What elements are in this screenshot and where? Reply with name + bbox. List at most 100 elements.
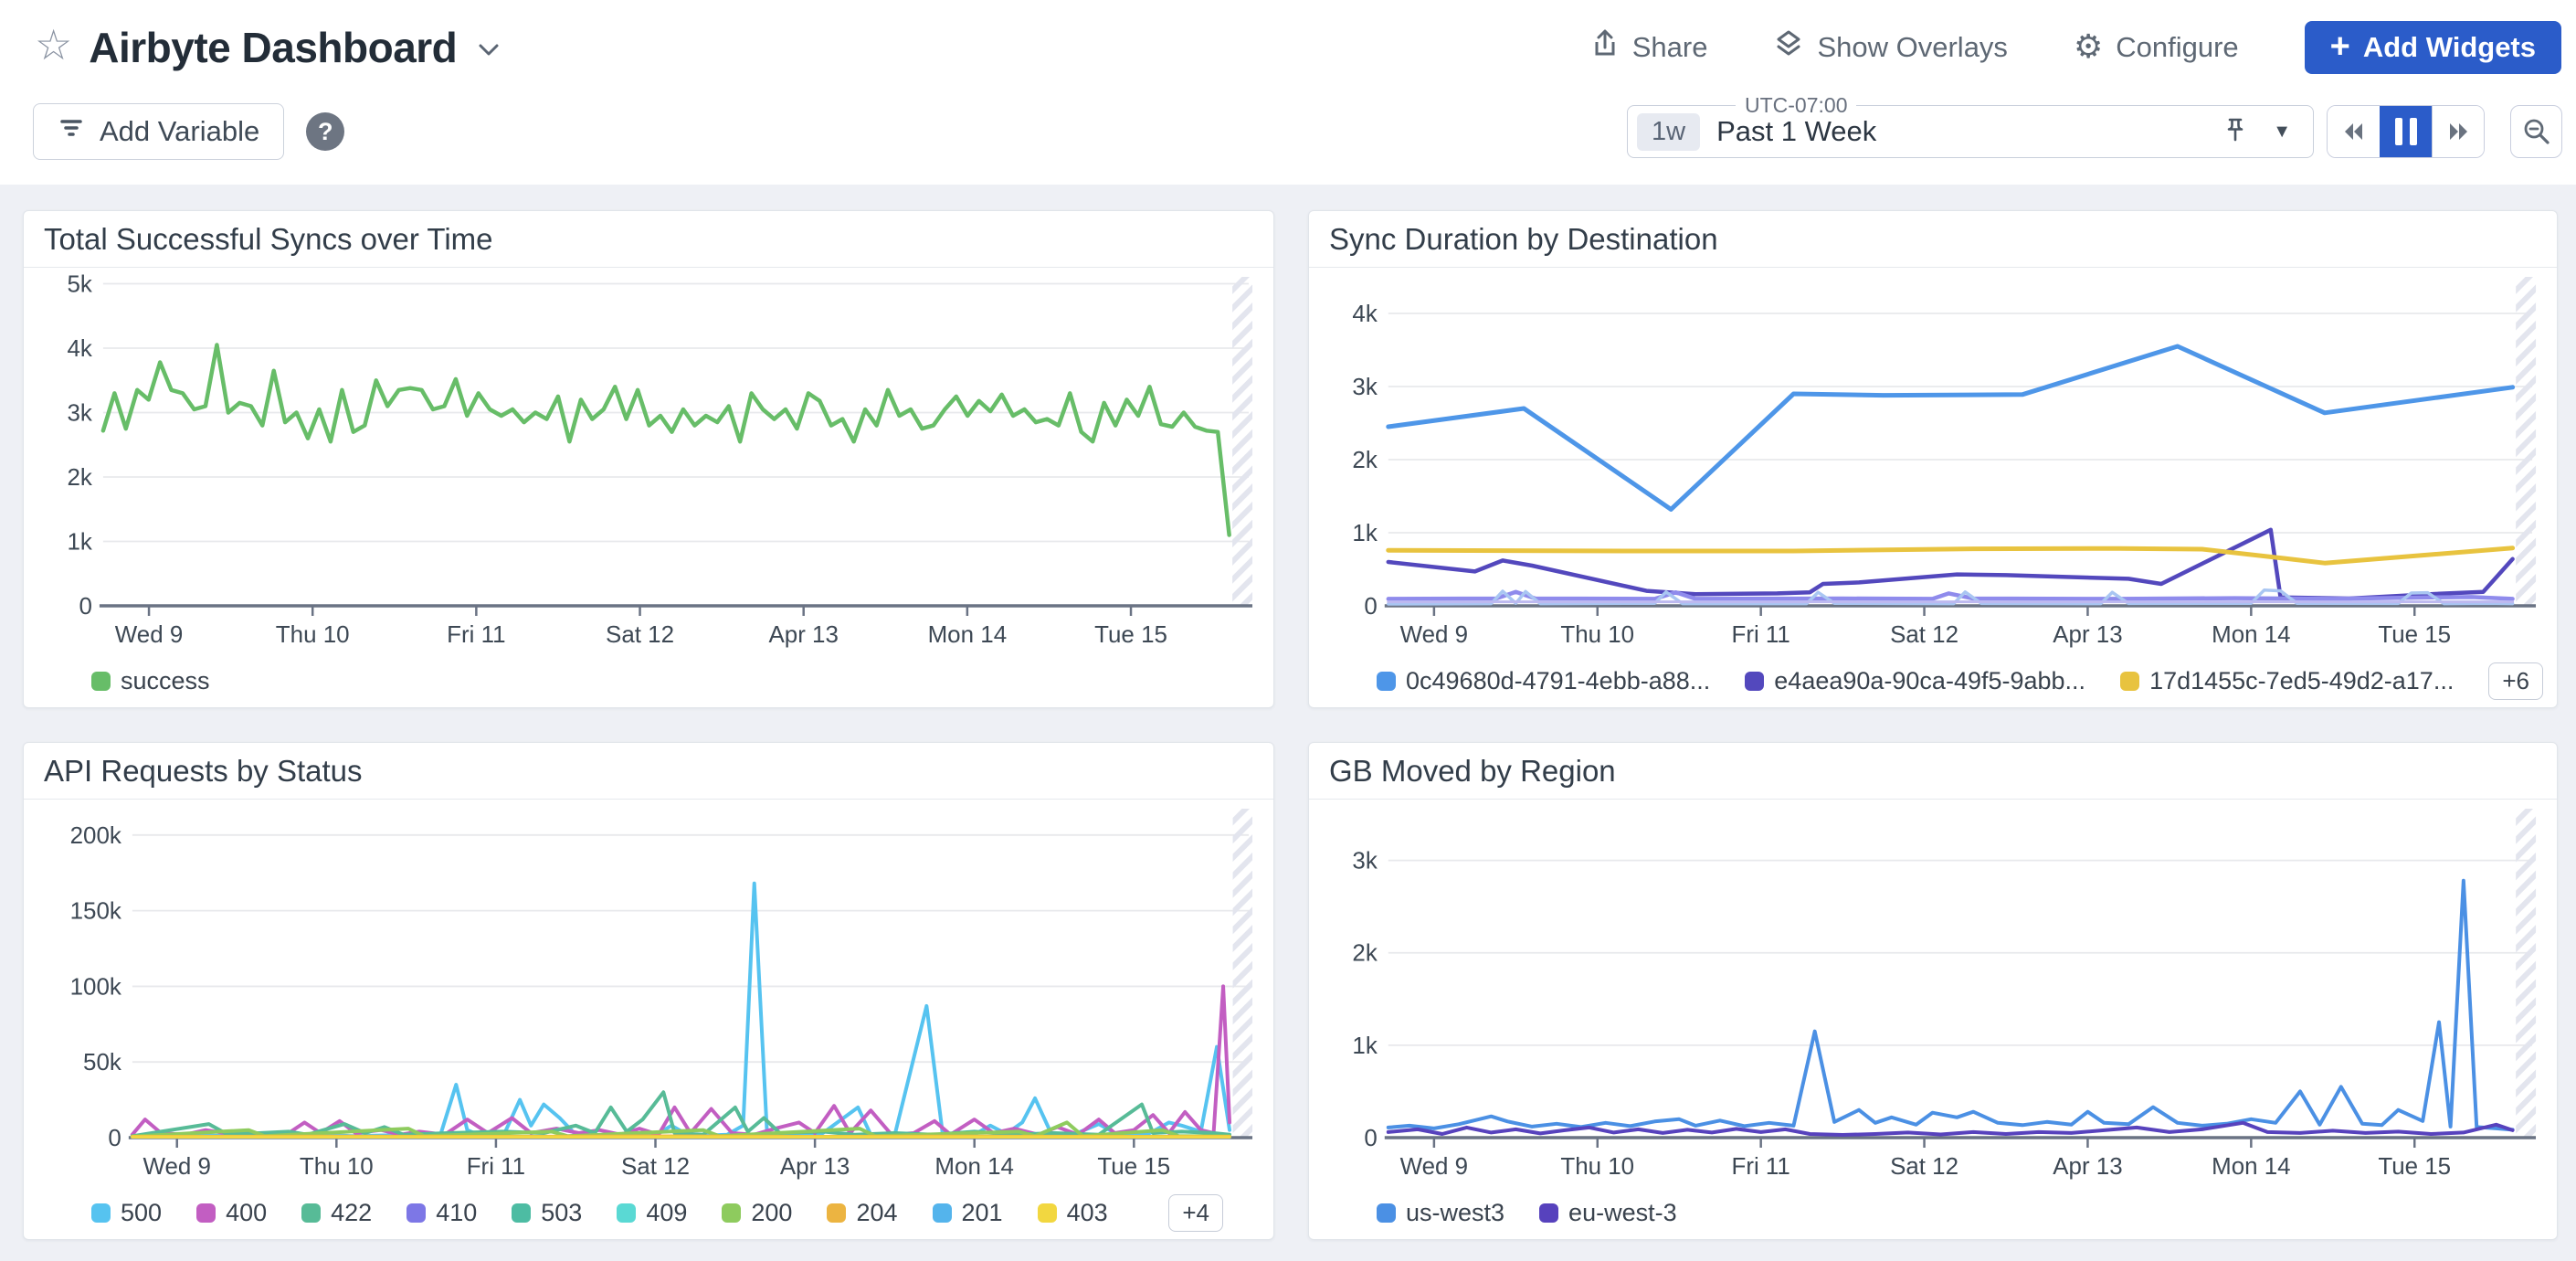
legend-swatch [406, 1203, 426, 1223]
x-axis-label: Apr 13 [2053, 1152, 2122, 1180]
legend-item[interactable]: 400 [196, 1199, 267, 1227]
legend-swatch [91, 672, 111, 691]
x-axis-label: Wed 9 [1400, 620, 1468, 648]
y-axis-label: 3k [67, 398, 92, 426]
x-axis-label: Fri 11 [447, 620, 505, 648]
legend-item[interactable]: 410 [406, 1199, 477, 1227]
time-backward-button[interactable] [2328, 106, 2380, 157]
widget-gb-moved: GB Moved by Region 01k2k3kWed 9Thu 10Fri… [1308, 742, 2558, 1240]
legend-swatch [1038, 1203, 1057, 1223]
overlays-icon [1773, 28, 1804, 67]
y-axis-label: 2k [1352, 446, 1378, 473]
y-axis-label: 2k [67, 463, 92, 491]
pause-button[interactable] [2380, 106, 2432, 157]
legend-item[interactable]: 503 [512, 1199, 582, 1227]
future-region [2516, 809, 2536, 1138]
add-widgets-button[interactable]: + Add Widgets [2305, 21, 2561, 74]
x-axis-label: Apr 13 [768, 620, 838, 648]
series-line [103, 345, 1230, 535]
legend-label: 0c49680d-4791-4ebb-a88... [1406, 667, 1710, 695]
legend-swatch [1377, 1203, 1396, 1223]
dropdown-caret-icon[interactable]: ▼ [2273, 122, 2291, 143]
configure-button[interactable]: ⚙ Configure [2074, 31, 2239, 64]
x-axis-label: Tue 15 [1094, 620, 1167, 648]
legend-label: 200 [751, 1199, 792, 1227]
x-axis-label: Sat 12 [1890, 620, 1958, 648]
x-axis-label: Sat 12 [1890, 1152, 1958, 1180]
legend-overflow-badge[interactable]: +4 [1168, 1194, 1223, 1232]
x-axis-label: Thu 10 [300, 1152, 374, 1180]
chart-canvas[interactable]: 01k2k3k4k5kWed 9Thu 10Fri 11Sat 12Apr 13… [37, 271, 1260, 655]
legend-swatch [91, 1203, 111, 1223]
legend-item[interactable]: e4aea90a-90ca-49f5-9abb... [1745, 667, 2085, 695]
x-axis-label: Thu 10 [1560, 1152, 1634, 1180]
y-axis-label: 0 [1364, 592, 1377, 620]
x-axis-label: Wed 9 [143, 1152, 211, 1180]
x-axis-label: Wed 9 [115, 620, 184, 648]
x-axis-label: Apr 13 [2053, 620, 2122, 648]
timezone-label: UTC-07:00 [1736, 93, 1856, 118]
legend-label: 17d1455c-7ed5-49d2-a17... [2149, 667, 2454, 695]
legend-item[interactable]: 409 [617, 1199, 687, 1227]
gear-icon: ⚙ [2074, 31, 2103, 64]
x-axis-label: Sat 12 [621, 1152, 690, 1180]
legend-label: 500 [121, 1199, 162, 1227]
series-line [1388, 592, 2513, 599]
pin-icon[interactable] [2222, 115, 2249, 149]
x-axis-label: Fri 11 [1731, 620, 1789, 648]
help-icon[interactable]: ? [306, 112, 344, 151]
add-variable-button[interactable]: Add Variable [33, 103, 284, 160]
plus-icon: + [2330, 29, 2350, 64]
y-axis-label: 1k [67, 527, 92, 555]
share-button[interactable]: Share [1590, 28, 1708, 67]
x-axis-label: Wed 9 [1400, 1152, 1468, 1180]
x-axis-label: Thu 10 [276, 620, 350, 648]
dashboard-title-group: ☆ Airbyte Dashboard [35, 23, 501, 72]
legend-item[interactable]: 17d1455c-7ed5-49d2-a17... [2120, 667, 2454, 695]
series-line [1388, 346, 2513, 509]
pause-icon [2395, 118, 2417, 145]
legend-item[interactable]: 200 [722, 1199, 792, 1227]
x-axis-label: Tue 15 [1097, 1152, 1170, 1180]
legend-item[interactable]: 500 [91, 1199, 162, 1227]
legend-swatch [2120, 672, 2139, 691]
legend-swatch [617, 1203, 636, 1223]
x-axis-label: Fri 11 [1731, 1152, 1789, 1180]
y-axis-label: 1k [1352, 519, 1378, 546]
zoom-out-button[interactable] [2510, 105, 2562, 158]
legend-item[interactable]: 422 [301, 1199, 372, 1227]
legend-item[interactable]: success [91, 667, 210, 695]
chart-canvas[interactable]: 01k2k3kWed 9Thu 10Fri 11Sat 12Apr 13Mon … [1323, 803, 2543, 1187]
legend-overflow-badge[interactable]: +6 [2488, 662, 2543, 700]
legend-item[interactable]: 403 [1038, 1199, 1108, 1227]
future-region [1232, 277, 1252, 606]
widget-title: GB Moved by Region [1309, 743, 2557, 800]
widget-sync-duration: Sync Duration by Destination 01k2k3k4kWe… [1308, 210, 2558, 708]
widget-api-requests: API Requests by Status 050k100k150k200kW… [23, 742, 1274, 1240]
x-axis-label: Mon 14 [934, 1152, 1014, 1180]
chart-canvas[interactable]: 01k2k3k4kWed 9Thu 10Fri 11Sat 12Apr 13Mo… [1323, 271, 2543, 655]
future-region [2516, 277, 2536, 606]
legend-label: 410 [436, 1199, 477, 1227]
star-icon[interactable]: ☆ [35, 24, 72, 66]
legend-swatch [196, 1203, 216, 1223]
show-overlays-button[interactable]: Show Overlays [1773, 28, 2007, 67]
legend-item[interactable]: eu-west-3 [1539, 1199, 1677, 1227]
legend-item[interactable]: us-west3 [1377, 1199, 1504, 1227]
x-axis-label: Thu 10 [1560, 620, 1634, 648]
chevron-down-icon[interactable] [477, 41, 501, 62]
time-range-picker[interactable]: UTC-07:00 1w Past 1 Week ▼ [1627, 105, 2314, 158]
widget-title: Sync Duration by Destination [1309, 211, 2557, 268]
legend-item[interactable]: 204 [827, 1199, 897, 1227]
y-axis-label: 2k [1352, 939, 1378, 967]
chart-canvas[interactable]: 050k100k150k200kWed 9Thu 10Fri 11Sat 12A… [37, 803, 1260, 1187]
legend-item[interactable]: 0c49680d-4791-4ebb-a88... [1377, 667, 1710, 695]
legend-label: us-west3 [1406, 1199, 1504, 1227]
chart-legend: success [91, 657, 1223, 705]
time-forward-button[interactable] [2432, 106, 2484, 157]
legend-label: 409 [646, 1199, 687, 1227]
time-range-badge: 1w [1637, 113, 1700, 151]
legend-label: 201 [962, 1199, 1003, 1227]
chart-area: 01k2k3k4k5kWed 9Thu 10Fri 11Sat 12Apr 13… [24, 268, 1273, 655]
legend-item[interactable]: 201 [933, 1199, 1003, 1227]
